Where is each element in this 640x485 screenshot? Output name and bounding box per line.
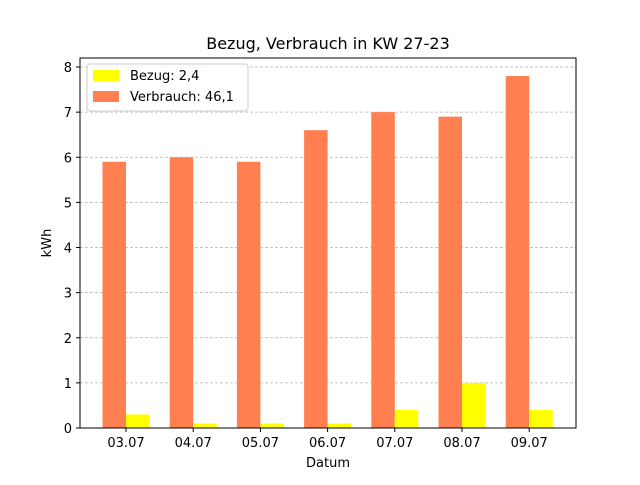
x-tick-label: 03.07 — [107, 436, 144, 451]
x-tick-label: 06.07 — [309, 436, 346, 451]
bar-bezug — [529, 409, 553, 428]
bar-verbrauch — [236, 161, 261, 428]
legend-box — [86, 63, 249, 112]
y-tick-label: 6 — [64, 151, 72, 166]
legend-swatch — [93, 91, 119, 102]
bar-bezug — [193, 423, 217, 428]
bar-bezug — [260, 423, 284, 428]
y-tick-label: 8 — [64, 61, 72, 76]
x-tick-label: 09.07 — [511, 436, 548, 451]
legend-label: Verbrauch: 46,1 — [130, 90, 234, 105]
x-axis-label: Datum — [306, 456, 350, 471]
y-tick-label: 0 — [64, 422, 72, 437]
bar-verbrauch — [169, 157, 194, 428]
y-tick-label: 1 — [64, 377, 72, 392]
bar-verbrauch — [505, 76, 530, 429]
y-tick-label: 7 — [64, 106, 72, 121]
x-tick-label: 04.07 — [175, 436, 212, 451]
bar-verbrauch — [438, 116, 462, 428]
x-tick-label: 07.07 — [376, 436, 413, 451]
bar-verbrauch — [304, 130, 328, 428]
y-tick-label: 4 — [64, 242, 72, 257]
y-tick-label: 2 — [64, 332, 72, 347]
x-tick-label: 08.07 — [443, 436, 480, 451]
y-axis-ticks: 0 1 2 3 4 5 6 7 8 — [64, 61, 80, 437]
bar-verbrauch — [102, 161, 126, 428]
legend-swatch — [93, 70, 119, 81]
bar-bezug — [327, 423, 352, 428]
chart-title: Bezug, Verbrauch in KW 27-23 — [206, 34, 450, 53]
bar-bezug — [126, 414, 150, 428]
bar-verbrauch — [371, 112, 395, 429]
y-tick-label: 3 — [64, 287, 72, 302]
x-axis-ticks: 03.07 04.07 05.07 06.07 07.07 08.07 09.07 — [107, 428, 548, 451]
y-tick-label: 5 — [64, 196, 72, 211]
x-tick-label: 05.07 — [242, 436, 279, 451]
bar-bezug — [394, 409, 419, 428]
bars — [102, 76, 553, 429]
y-axis-label: kWh — [40, 229, 55, 258]
bar-bezug — [462, 382, 486, 428]
legend: Bezug: 2,4 Verbrauch: 46,1 — [86, 63, 249, 112]
legend-label: Bezug: 2,4 — [130, 69, 199, 84]
